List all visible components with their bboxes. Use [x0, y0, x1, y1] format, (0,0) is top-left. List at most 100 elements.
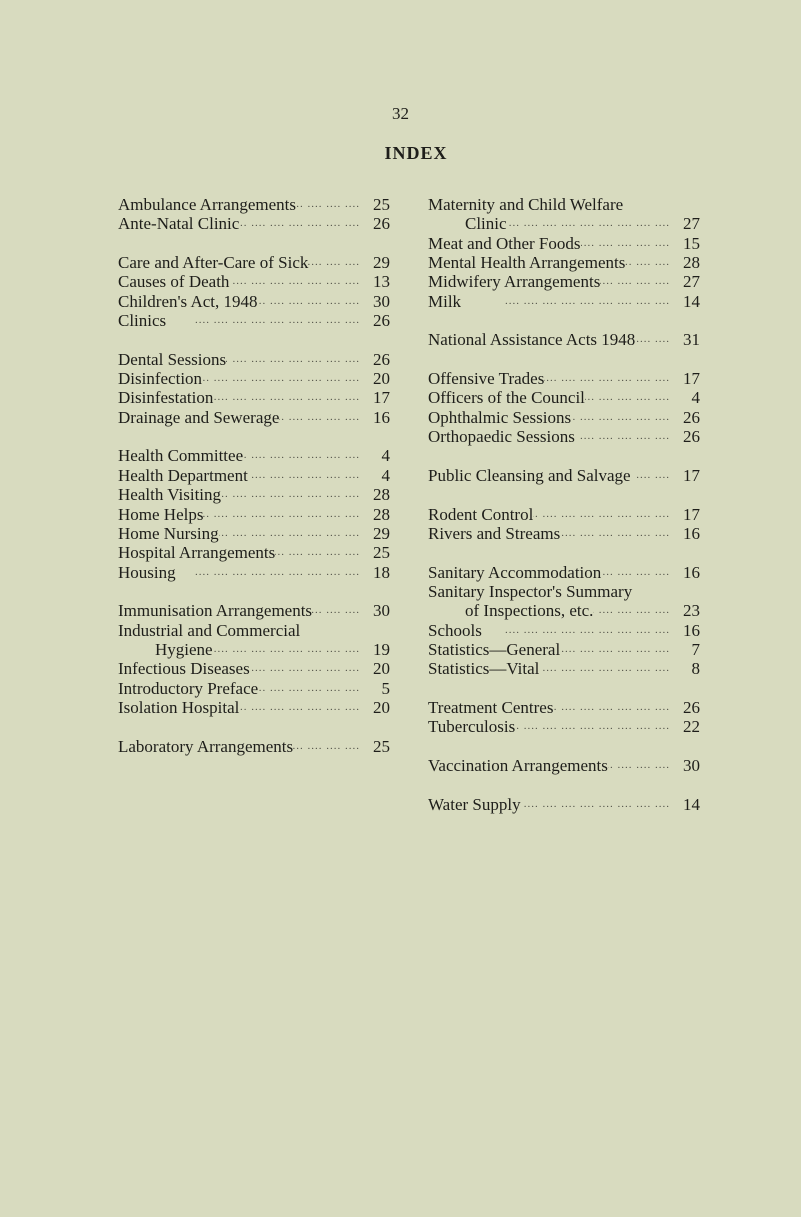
dot-leader — [553, 698, 674, 717]
entry-name: Statistics—Vital — [428, 659, 540, 679]
entry-name: Immunisation Arrangements — [118, 601, 313, 621]
dot-leader — [585, 388, 674, 407]
dot-leader — [293, 737, 364, 756]
index-letter-group: Vaccination Arrangements 30 — [428, 756, 700, 775]
dot-leader — [213, 388, 364, 407]
index-entry: Drainage and Sewerage 16 — [118, 408, 390, 427]
index-entry: Schools 16 — [428, 621, 700, 640]
index-entry: Statistics—General 7 — [428, 640, 700, 659]
index-right-column: Maternity and Child WelfareClinic27Meat … — [428, 195, 700, 833]
entry-name: Isolation Hospital — [118, 697, 240, 717]
index-letter-group: Laboratory Arrangements 25 — [118, 737, 390, 756]
entry-name: Disinfestation — [118, 388, 214, 408]
index-entry: Industrial and Commercial — [118, 621, 390, 640]
entry-name: Health Committee — [118, 446, 244, 466]
index-entry: Home Nursing 29 — [118, 524, 390, 543]
index-entry: Isolation Hospital 20 — [118, 698, 390, 717]
index-entry: Children's Act, 1948 30 — [118, 292, 390, 311]
dot-leader — [521, 795, 674, 814]
index-entry: Health Department 4 — [118, 466, 390, 485]
dot-leader — [243, 446, 364, 465]
dot-leader — [258, 292, 364, 311]
entry-name: Dental Sessions — [118, 349, 227, 369]
entry-name: Hygiene — [155, 639, 213, 659]
entry-name: Hospital Arrangements — [118, 543, 276, 563]
dot-leader — [533, 505, 674, 524]
entry-page-number: 22 — [683, 717, 700, 737]
entry-name: Offensive Trades — [428, 369, 545, 389]
dot-leader — [312, 601, 364, 620]
entry-name: Tuberculosis — [428, 717, 516, 737]
dot-leader — [296, 195, 364, 214]
entry-page-number: 18 — [373, 562, 390, 582]
entry-name: Home Helps — [118, 504, 204, 524]
entry-page-number: 26 — [683, 697, 700, 717]
index-entry: Ante-Natal Clinic 26 — [118, 214, 390, 233]
index-entry: Care and After-Care of Sick 29 — [118, 253, 390, 272]
entry-page-number: 25 — [373, 736, 390, 756]
dot-leader — [601, 563, 674, 582]
index-letter-group: Water Supply 14 — [428, 795, 700, 814]
index-entry: Clinics 26 — [118, 311, 390, 330]
index-entry: National Assistance Acts 1948 31 — [428, 330, 700, 349]
entry-page-number: 4 — [381, 465, 391, 485]
index-entry: Sanitary Inspector's Summary — [428, 582, 700, 601]
index-entry: Water Supply 14 — [428, 795, 700, 814]
index-entry: Clinic 27 — [428, 214, 700, 233]
entry-page-number: 28 — [373, 485, 390, 505]
entry-name: Drainage and Sewerage — [118, 407, 280, 427]
entry-name: Meat and Other Foods — [428, 233, 581, 253]
dot-leader — [600, 272, 674, 291]
index-entry: Vaccination Arrangements 30 — [428, 756, 700, 775]
dot-leader — [623, 195, 674, 214]
entry-page-number: 8 — [691, 659, 701, 679]
entry-page-number: 30 — [373, 291, 390, 311]
index-left-column: Ambulance Arrangements25Ante-Natal Clini… — [118, 195, 390, 775]
entry-page-number: 28 — [683, 253, 700, 273]
dot-leader — [571, 408, 674, 427]
index-letter-group: Immunisation Arrangements 30 Industrial an… — [118, 601, 390, 717]
index-entry: Meat and Other Foods 15 — [428, 234, 700, 253]
index-entry: Treatment Centres 26 — [428, 698, 700, 717]
index-entry: Orthopaedic Sessions 26 — [428, 427, 700, 446]
entry-name: Housing — [118, 562, 176, 582]
entry-page-number: 13 — [373, 272, 390, 292]
entry-name: Introductory Preface — [118, 678, 259, 698]
entry-page-number: 16 — [683, 523, 700, 543]
entry-name: Officers of the Council — [428, 388, 585, 408]
index-entry: Ophthalmic Sessions 26 — [428, 408, 700, 427]
index-letter-group: Maternity and Child WelfareClinic27Meat … — [428, 195, 700, 311]
dot-leader — [515, 717, 674, 736]
dot-leader — [560, 524, 674, 543]
entry-name: Mental Health Arrangements — [428, 253, 626, 273]
dot-leader — [219, 524, 364, 543]
entry-page-number: 14 — [683, 794, 700, 814]
entry-page-number: 26 — [373, 349, 390, 369]
entry-page-number: 26 — [683, 407, 700, 427]
index-letter-group: Sanitary Accommodation 16 Sanitary Inspect… — [428, 563, 700, 679]
entry-page-number: 29 — [373, 253, 390, 273]
entry-name: Clinic — [465, 214, 507, 234]
entry-name: Health Department — [118, 465, 248, 485]
index-entry: Laboratory Arrangements 25 — [118, 737, 390, 756]
entry-name: Midwifery Arrangements — [428, 272, 601, 292]
index-entry: Statistics—Vital 8 — [428, 659, 700, 678]
index-entry: Health Committee 4 — [118, 446, 390, 465]
entry-page-number: 17 — [373, 388, 390, 408]
index-entry: Disinfestation 17 — [118, 388, 390, 407]
dot-leader — [166, 311, 364, 330]
index-letter-group: Care and After-Care of Sick29Causes of D… — [118, 253, 390, 330]
entry-page-number — [674, 582, 700, 601]
entry-name: Treatment Centres — [428, 697, 554, 717]
dot-leader — [608, 756, 674, 775]
entry-name: Statistics—General — [428, 639, 561, 659]
index-letter-group: Offensive Trades17Officers of the Counci… — [428, 369, 700, 446]
index-entry: Immunisation Arrangements 30 — [118, 601, 390, 620]
dot-leader — [250, 659, 364, 678]
entry-page-number: 25 — [373, 195, 390, 214]
entry-name: Schools — [428, 620, 482, 640]
entry-name: Home Nursing — [118, 523, 219, 543]
entry-page-number: 16 — [373, 407, 390, 427]
dot-leader — [507, 214, 674, 233]
index-entry: Housing 18 — [118, 563, 390, 582]
